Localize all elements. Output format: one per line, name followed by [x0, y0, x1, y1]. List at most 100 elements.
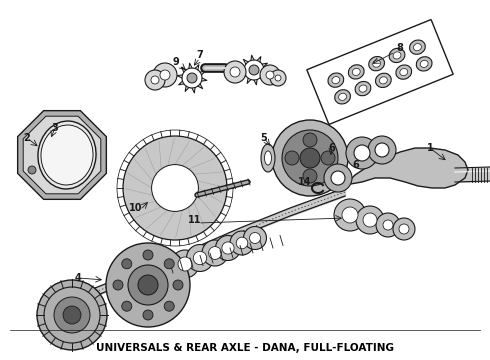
Ellipse shape — [335, 90, 350, 104]
Circle shape — [303, 133, 317, 147]
Circle shape — [324, 164, 352, 192]
Circle shape — [272, 120, 348, 196]
Circle shape — [143, 310, 153, 320]
Ellipse shape — [393, 52, 401, 59]
Circle shape — [151, 76, 159, 84]
Circle shape — [123, 136, 227, 240]
Circle shape — [368, 136, 396, 164]
Ellipse shape — [38, 121, 96, 189]
Circle shape — [236, 237, 248, 249]
Text: 9: 9 — [172, 57, 179, 67]
Circle shape — [122, 259, 132, 269]
Circle shape — [300, 148, 320, 168]
Circle shape — [160, 70, 170, 80]
Text: 14: 14 — [298, 177, 312, 187]
Ellipse shape — [389, 48, 405, 63]
Circle shape — [260, 65, 280, 85]
Text: 2: 2 — [24, 133, 30, 143]
Circle shape — [222, 242, 234, 254]
Circle shape — [321, 151, 335, 165]
Ellipse shape — [414, 44, 421, 51]
Circle shape — [383, 220, 393, 230]
Circle shape — [216, 235, 241, 261]
Circle shape — [331, 171, 345, 185]
Text: 5: 5 — [261, 133, 268, 143]
Circle shape — [106, 243, 190, 327]
Circle shape — [122, 301, 132, 311]
Ellipse shape — [379, 77, 387, 84]
Circle shape — [209, 247, 221, 260]
Circle shape — [334, 199, 366, 231]
Ellipse shape — [355, 81, 371, 96]
Circle shape — [230, 231, 254, 255]
Circle shape — [54, 297, 90, 333]
Circle shape — [187, 244, 214, 271]
Text: UNIVERSALS & REAR AXLE - DANA, FULL-FLOATING: UNIVERSALS & REAR AXLE - DANA, FULL-FLOA… — [96, 343, 394, 353]
Circle shape — [342, 207, 358, 223]
Circle shape — [249, 65, 259, 75]
Text: 4: 4 — [74, 273, 81, 283]
Ellipse shape — [420, 60, 428, 67]
Ellipse shape — [41, 125, 93, 185]
Polygon shape — [345, 148, 468, 188]
Circle shape — [171, 250, 199, 278]
Circle shape — [354, 145, 370, 161]
Ellipse shape — [352, 68, 360, 76]
Ellipse shape — [400, 68, 408, 76]
Circle shape — [244, 226, 267, 249]
Circle shape — [138, 275, 158, 295]
Text: 1: 1 — [427, 143, 433, 153]
Circle shape — [303, 169, 317, 183]
Circle shape — [153, 63, 177, 87]
Ellipse shape — [373, 60, 381, 67]
Circle shape — [164, 259, 174, 269]
Text: 8: 8 — [396, 43, 403, 53]
Text: 10: 10 — [129, 203, 143, 213]
Ellipse shape — [332, 77, 340, 84]
Circle shape — [270, 70, 286, 86]
Text: 6: 6 — [329, 143, 335, 153]
Circle shape — [356, 206, 384, 234]
Circle shape — [224, 61, 246, 83]
FancyBboxPatch shape — [307, 19, 453, 125]
Ellipse shape — [348, 65, 364, 79]
Circle shape — [202, 240, 228, 266]
Ellipse shape — [265, 151, 271, 165]
Ellipse shape — [416, 57, 432, 71]
Circle shape — [113, 280, 123, 290]
Circle shape — [375, 143, 389, 157]
Ellipse shape — [359, 85, 367, 92]
Ellipse shape — [369, 57, 385, 71]
Circle shape — [376, 213, 400, 237]
Circle shape — [128, 265, 168, 305]
Circle shape — [346, 137, 378, 169]
Ellipse shape — [375, 73, 391, 87]
Circle shape — [28, 166, 36, 174]
Circle shape — [399, 224, 409, 234]
Circle shape — [193, 251, 207, 265]
Ellipse shape — [328, 73, 343, 87]
Polygon shape — [18, 111, 106, 199]
Circle shape — [249, 233, 261, 243]
Circle shape — [143, 250, 153, 260]
Ellipse shape — [396, 65, 412, 79]
Circle shape — [173, 280, 183, 290]
Text: 7: 7 — [196, 50, 203, 60]
Text: 3: 3 — [51, 123, 58, 133]
Ellipse shape — [339, 93, 346, 100]
Circle shape — [275, 75, 281, 81]
Ellipse shape — [261, 144, 275, 172]
Polygon shape — [23, 116, 101, 194]
Ellipse shape — [410, 40, 425, 54]
Circle shape — [63, 306, 81, 324]
Circle shape — [266, 71, 274, 79]
Text: 11: 11 — [188, 215, 202, 225]
Circle shape — [178, 257, 192, 271]
Circle shape — [151, 165, 198, 211]
Circle shape — [393, 218, 415, 240]
Circle shape — [37, 280, 107, 350]
Circle shape — [282, 130, 338, 186]
Circle shape — [187, 73, 197, 83]
Circle shape — [285, 151, 299, 165]
Circle shape — [363, 213, 377, 227]
